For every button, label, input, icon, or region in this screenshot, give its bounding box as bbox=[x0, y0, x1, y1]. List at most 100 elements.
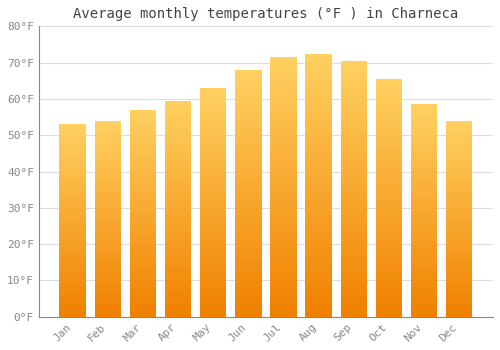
Bar bbox=[165, 217, 191, 222]
Bar bbox=[130, 313, 156, 317]
Bar bbox=[411, 160, 438, 164]
Bar bbox=[165, 256, 191, 261]
Bar bbox=[60, 236, 86, 240]
Bar bbox=[165, 300, 191, 304]
Bar bbox=[235, 99, 262, 104]
Bar bbox=[306, 232, 332, 238]
Bar bbox=[60, 136, 86, 140]
Bar bbox=[270, 104, 296, 109]
Bar bbox=[165, 265, 191, 269]
Bar bbox=[130, 110, 156, 114]
Bar bbox=[60, 155, 86, 159]
Bar bbox=[165, 196, 191, 200]
Bar bbox=[306, 159, 332, 164]
Bar bbox=[200, 120, 226, 125]
Bar bbox=[130, 201, 156, 205]
Bar bbox=[306, 164, 332, 169]
Bar bbox=[130, 168, 156, 172]
Bar bbox=[270, 197, 296, 203]
Bar bbox=[376, 131, 402, 136]
Bar bbox=[306, 227, 332, 232]
Bar bbox=[130, 296, 156, 300]
Bar bbox=[306, 180, 332, 185]
Bar bbox=[340, 219, 367, 225]
Bar bbox=[200, 308, 226, 312]
Bar bbox=[94, 226, 121, 231]
Bar bbox=[411, 283, 438, 287]
Bar bbox=[165, 174, 191, 179]
Bar bbox=[130, 126, 156, 131]
Bar bbox=[446, 234, 472, 238]
Bar bbox=[446, 262, 472, 266]
Bar bbox=[235, 188, 262, 193]
Bar bbox=[94, 211, 121, 215]
Bar bbox=[235, 253, 262, 258]
Bar bbox=[94, 231, 121, 234]
Bar bbox=[340, 286, 367, 291]
Bar bbox=[270, 93, 296, 99]
Bar bbox=[60, 305, 86, 309]
Bar bbox=[94, 152, 121, 156]
Bar bbox=[235, 233, 262, 238]
Bar bbox=[60, 182, 86, 186]
Bar bbox=[376, 288, 402, 293]
Bar bbox=[340, 225, 367, 230]
Bar bbox=[446, 144, 472, 148]
Bar bbox=[130, 234, 156, 238]
Bar bbox=[270, 146, 296, 150]
Bar bbox=[446, 211, 472, 215]
Bar bbox=[165, 153, 191, 157]
Bar bbox=[340, 66, 367, 71]
Bar bbox=[235, 223, 262, 228]
Bar bbox=[94, 160, 121, 164]
Bar bbox=[60, 205, 86, 209]
Bar bbox=[165, 170, 191, 174]
Bar bbox=[235, 134, 262, 139]
Bar bbox=[130, 238, 156, 242]
Bar bbox=[446, 297, 472, 301]
Bar bbox=[376, 312, 402, 317]
Bar bbox=[376, 107, 402, 112]
Bar bbox=[446, 305, 472, 309]
Bar bbox=[235, 312, 262, 317]
Bar bbox=[130, 222, 156, 226]
Bar bbox=[376, 136, 402, 141]
Bar bbox=[270, 213, 296, 218]
Bar bbox=[200, 312, 226, 317]
Bar bbox=[60, 124, 86, 128]
Bar bbox=[270, 270, 296, 275]
Bar bbox=[235, 144, 262, 149]
Bar bbox=[306, 285, 332, 290]
Bar bbox=[200, 166, 226, 170]
Bar bbox=[270, 223, 296, 229]
Bar bbox=[340, 184, 367, 189]
Bar bbox=[446, 140, 472, 144]
Bar bbox=[340, 266, 367, 271]
Bar bbox=[411, 270, 438, 274]
Bar bbox=[446, 156, 472, 160]
Bar bbox=[200, 234, 226, 239]
Bar bbox=[94, 136, 121, 140]
Bar bbox=[446, 223, 472, 226]
Bar bbox=[340, 168, 367, 174]
Bar bbox=[94, 183, 121, 187]
Bar bbox=[60, 298, 86, 301]
Bar bbox=[165, 200, 191, 204]
Bar bbox=[270, 150, 296, 156]
Bar bbox=[376, 89, 402, 93]
Bar bbox=[376, 236, 402, 241]
Bar bbox=[200, 93, 226, 97]
Bar bbox=[306, 90, 332, 96]
Bar bbox=[60, 290, 86, 294]
Bar bbox=[270, 280, 296, 286]
Bar bbox=[270, 130, 296, 135]
Bar bbox=[340, 86, 367, 91]
Bar bbox=[130, 147, 156, 151]
Bar bbox=[130, 139, 156, 143]
Bar bbox=[200, 207, 226, 211]
Bar bbox=[446, 231, 472, 234]
Bar bbox=[446, 207, 472, 211]
Bar bbox=[340, 97, 367, 102]
Bar bbox=[270, 218, 296, 223]
Bar bbox=[200, 211, 226, 216]
